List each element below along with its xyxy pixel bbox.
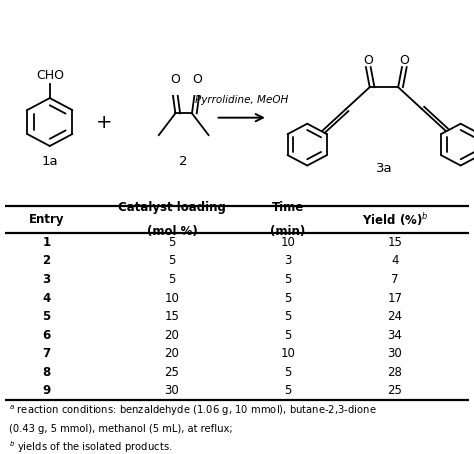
Text: 2: 2 bbox=[180, 155, 188, 168]
Text: 30: 30 bbox=[388, 347, 402, 360]
Text: 5: 5 bbox=[284, 291, 292, 305]
Text: 24: 24 bbox=[387, 310, 402, 323]
Text: O: O bbox=[400, 54, 409, 67]
Text: Pyrrolidine, MeOH: Pyrrolidine, MeOH bbox=[195, 95, 288, 105]
Text: +: + bbox=[96, 113, 112, 132]
Text: Time: Time bbox=[272, 201, 304, 214]
Text: 30: 30 bbox=[164, 385, 179, 397]
Text: 17: 17 bbox=[387, 291, 402, 305]
Text: O: O bbox=[171, 73, 180, 86]
Text: 1: 1 bbox=[43, 236, 51, 249]
Text: 5: 5 bbox=[168, 236, 176, 249]
Text: 25: 25 bbox=[164, 366, 179, 379]
Text: Catalyst loading: Catalyst loading bbox=[118, 201, 226, 214]
Text: 10: 10 bbox=[164, 291, 179, 305]
Text: 15: 15 bbox=[388, 236, 402, 249]
Text: 15: 15 bbox=[164, 310, 179, 323]
Text: Entry: Entry bbox=[29, 213, 64, 226]
Text: 2: 2 bbox=[43, 254, 51, 267]
Text: 25: 25 bbox=[388, 385, 402, 397]
Text: 20: 20 bbox=[164, 329, 179, 342]
Text: 6: 6 bbox=[42, 329, 51, 342]
Text: 28: 28 bbox=[388, 366, 402, 379]
Text: O: O bbox=[192, 73, 201, 86]
Text: 9: 9 bbox=[42, 385, 51, 397]
Text: 1a: 1a bbox=[41, 155, 58, 168]
Text: O: O bbox=[364, 54, 373, 67]
Text: 5: 5 bbox=[284, 385, 292, 397]
Text: CHO: CHO bbox=[36, 69, 64, 82]
Text: 4: 4 bbox=[391, 254, 399, 267]
Text: 4: 4 bbox=[42, 291, 51, 305]
Text: 5: 5 bbox=[42, 310, 51, 323]
Text: $^b$ yields of the isolated products.: $^b$ yields of the isolated products. bbox=[9, 439, 173, 454]
Text: 5: 5 bbox=[168, 254, 176, 267]
Text: 5: 5 bbox=[284, 273, 292, 286]
Text: (min): (min) bbox=[271, 225, 306, 238]
Text: $^a$ reaction conditions: benzaldehyde (1.06 g, 10 mmol), butane-2,3-dione: $^a$ reaction conditions: benzaldehyde (… bbox=[9, 404, 377, 419]
Text: 10: 10 bbox=[281, 236, 295, 249]
Text: 7: 7 bbox=[43, 347, 51, 360]
Text: 10: 10 bbox=[281, 347, 295, 360]
Text: 7: 7 bbox=[391, 273, 399, 286]
Text: 3: 3 bbox=[284, 254, 292, 267]
Text: 20: 20 bbox=[164, 347, 179, 360]
Text: 5: 5 bbox=[168, 273, 176, 286]
Text: 5: 5 bbox=[284, 329, 292, 342]
Text: 3a: 3a bbox=[375, 162, 392, 175]
Text: 3: 3 bbox=[43, 273, 51, 286]
Text: 34: 34 bbox=[388, 329, 402, 342]
Text: Yield (%)$^b$: Yield (%)$^b$ bbox=[362, 211, 428, 228]
Text: 5: 5 bbox=[284, 366, 292, 379]
Text: (0.43 g, 5 mmol), methanol (5 mL), at reflux;: (0.43 g, 5 mmol), methanol (5 mL), at re… bbox=[9, 424, 233, 434]
Text: 8: 8 bbox=[42, 366, 51, 379]
Text: 5: 5 bbox=[284, 310, 292, 323]
Text: (mol %): (mol %) bbox=[146, 225, 197, 238]
